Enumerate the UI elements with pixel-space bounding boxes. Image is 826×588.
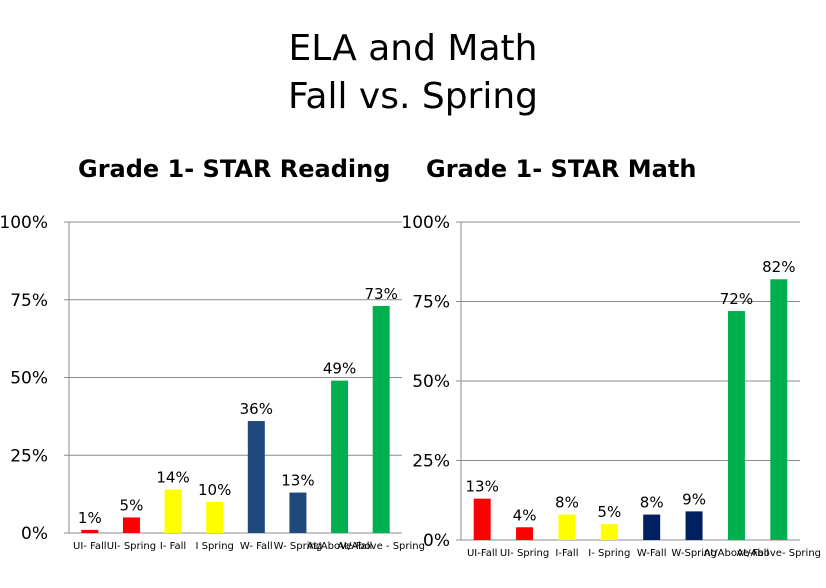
- math-bar: [516, 527, 534, 540]
- reading-category-label: I Spring: [195, 541, 233, 552]
- math-data-label: 72%: [720, 290, 753, 308]
- reading-category-label: At/Above-Fall: [307, 541, 372, 552]
- reading-data-label: 10%: [198, 481, 231, 499]
- reading-chart: 0% 25% 50% 75% 100% 1% UI- Fall 5% UI- Spring 14%…: [0, 213, 425, 552]
- reading-y-tick-label: 100%: [0, 213, 48, 233]
- math-data-label: 8%: [555, 494, 579, 512]
- math-y-tick-label: 75%: [412, 293, 450, 313]
- math-data-label: 9%: [682, 490, 706, 508]
- math-bar: [643, 514, 661, 540]
- math-chart-title: Grade 1- STAR Math: [426, 155, 697, 183]
- math-y-tick-label: 50%: [412, 372, 450, 392]
- reading-category-label: I- Fall: [160, 541, 186, 552]
- reading-bar: [247, 421, 265, 533]
- reading-bar: [372, 305, 390, 533]
- reading-data-label: 5%: [120, 496, 144, 514]
- math-bar: [558, 514, 576, 540]
- math-bar: [685, 511, 703, 540]
- reading-data-label: 14%: [156, 468, 189, 486]
- math-category-label: At/Above-Fall: [704, 548, 769, 559]
- reading-category-label: W- Fall: [240, 541, 273, 552]
- math-bar: [770, 279, 788, 540]
- reading-data-label: 49%: [323, 360, 356, 378]
- math-data-label: 5%: [597, 503, 621, 521]
- reading-data-label: 36%: [240, 400, 273, 418]
- reading-y-tick-label: 25%: [10, 446, 48, 466]
- reading-category-label: W- Spring: [274, 541, 323, 552]
- reading-bar: [81, 529, 99, 533]
- math-category-label: UI- Spring: [500, 548, 549, 559]
- math-data-label: 82%: [762, 258, 795, 276]
- reading-chart-title: Grade 1- STAR Reading: [78, 155, 391, 183]
- math-category-label: UI-Fall: [467, 548, 497, 559]
- math-bar: [600, 524, 618, 540]
- reading-bar: [289, 492, 307, 533]
- math-data-label: 8%: [640, 494, 664, 512]
- reading-y-tick-label: 50%: [10, 369, 48, 389]
- reading-category-label: UI- Fall: [73, 541, 107, 552]
- main-title-line-1: ELA and Math: [288, 28, 538, 69]
- math-data-label: 4%: [513, 506, 537, 524]
- reading-category-label: At/Above - Spring: [337, 541, 425, 552]
- math-category-label: W-Spring: [671, 548, 716, 559]
- math-y-tick-label: 0%: [423, 531, 450, 551]
- math-category-label: I- Spring: [588, 548, 630, 559]
- math-category-label: W-Fall: [637, 548, 667, 559]
- reading-category-label: UI- Spring: [107, 541, 156, 552]
- math-chart: 0% 25% 50% 75% 100% 13% UI-Fall 4% UI- Spring 8% I…: [401, 213, 821, 559]
- reading-bar: [331, 380, 349, 533]
- reading-y-tick-label: 75%: [10, 291, 48, 311]
- reading-bar: [122, 517, 140, 533]
- main-title-line-2: Fall vs. Spring: [287, 76, 539, 117]
- math-bar: [473, 498, 491, 540]
- reading-data-label: 13%: [281, 472, 314, 490]
- math-category-label: At/Above- Spring: [737, 548, 821, 559]
- reading-bar: [206, 501, 224, 533]
- reading-data-label: 1%: [78, 509, 102, 527]
- reading-bar: [164, 489, 182, 533]
- math-y-tick-label: 25%: [412, 452, 450, 472]
- math-data-label: 13%: [466, 478, 499, 496]
- math-bar: [727, 311, 745, 540]
- reading-data-label: 73%: [365, 285, 398, 303]
- math-y-tick-label: 100%: [401, 213, 450, 233]
- reading-y-tick-label: 0%: [21, 524, 48, 544]
- math-category-label: I-Fall: [555, 548, 578, 559]
